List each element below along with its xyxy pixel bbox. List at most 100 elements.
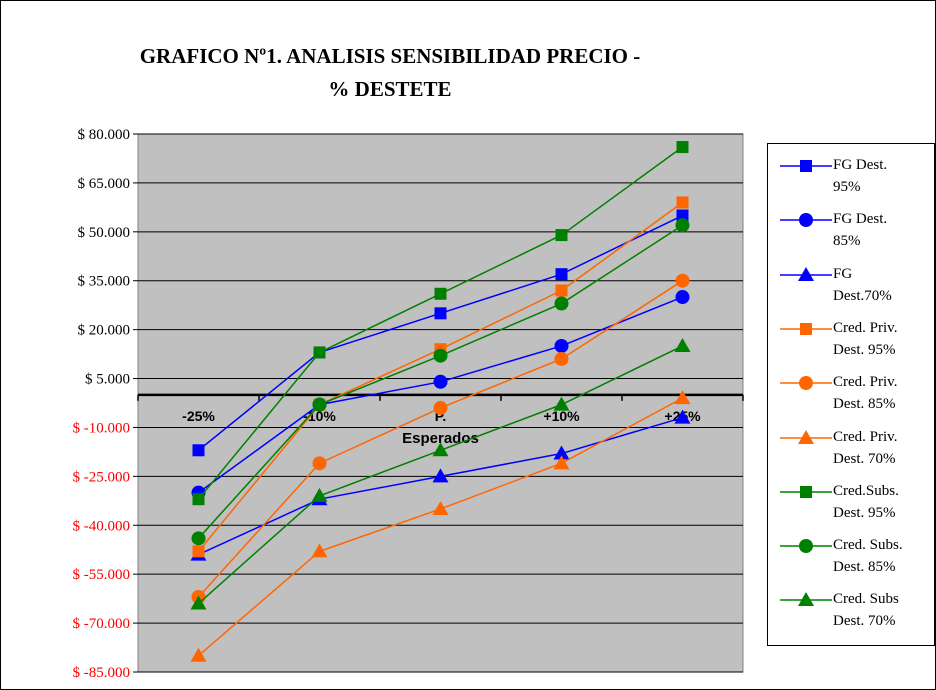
- y-tick-label: $ -25.000: [73, 469, 131, 485]
- series-7: [192, 141, 689, 506]
- series-9: [190, 337, 691, 610]
- data-point: [553, 396, 570, 411]
- data-point: [676, 141, 689, 154]
- legend: FG Dest. 95% FG Dest. 85% FG Dest.70% Cred. Pr…: [767, 143, 935, 646]
- data-point: [675, 273, 690, 288]
- legend-label-line: Dest. 70%: [833, 450, 896, 467]
- y-tick-label: $ 20.000: [78, 323, 131, 339]
- data-point: [433, 374, 448, 389]
- legend-label-line: FG Dest.: [833, 211, 888, 228]
- x-tick-label: +10%: [543, 408, 580, 424]
- y-tick-label: $ 35.000: [78, 274, 131, 290]
- data-point: [675, 218, 690, 233]
- legend-marker: [798, 592, 814, 607]
- x-tick-label: -10%: [303, 408, 336, 424]
- legend-swatch: [780, 376, 832, 391]
- legend-label-line: Cred. Subs: [833, 591, 899, 608]
- y-tick-label: $ 80.000: [78, 127, 131, 143]
- y-tick-label: $ 5.000: [85, 372, 130, 388]
- legend-swatch: [780, 322, 832, 335]
- x-tick-label: -25%: [182, 408, 215, 424]
- data-point: [554, 296, 569, 311]
- legend-item: Cred. Priv. Dest. 95%: [768, 317, 936, 369]
- data-point: [192, 444, 205, 457]
- data-point: [433, 348, 448, 363]
- data-point: [312, 397, 327, 412]
- legend-label-line: Cred. Priv.: [833, 319, 898, 336]
- legend-item: Cred. Subs Dest. 70%: [768, 588, 936, 640]
- data-point: [190, 647, 207, 662]
- legend-label-line: Dest. 85%: [833, 559, 896, 576]
- y-tick-label: $ -85.000: [73, 665, 131, 681]
- legend-item: Cred. Priv. Dest. 70%: [768, 426, 936, 478]
- data-point: [191, 531, 206, 546]
- legend-item: Cred.Subs. Dest. 95%: [768, 480, 936, 532]
- data-point: [432, 442, 449, 457]
- data-point: [192, 545, 205, 558]
- legend-label-line: 95%: [833, 179, 861, 195]
- legend-marker: [800, 322, 812, 335]
- legend-label: Cred. Subs. Dest. 85%: [833, 534, 936, 578]
- legend-item: FG Dest. 85%: [768, 208, 936, 260]
- data-point: [676, 209, 689, 222]
- legend-swatch: [780, 213, 832, 228]
- legend-label-line: Dest. 85%: [833, 396, 896, 413]
- legend-marker: [799, 376, 813, 391]
- data-point: [433, 400, 448, 415]
- legend-marker: [800, 485, 812, 498]
- data-point: [553, 455, 570, 470]
- legend-marker: [799, 539, 813, 554]
- legend-swatch: [780, 160, 832, 172]
- legend-swatch: [780, 485, 832, 498]
- legend-label-line: Cred. Priv.: [833, 374, 898, 391]
- legend-marker: [798, 266, 814, 281]
- legend-marker: [799, 213, 813, 228]
- series-8: [191, 218, 690, 546]
- data-point: [434, 287, 447, 300]
- data-point: [313, 346, 326, 359]
- data-point: [190, 595, 207, 610]
- x-tick-label: P.: [435, 408, 446, 424]
- data-point: [675, 290, 690, 305]
- legend-label-line: FG Dest.: [833, 157, 888, 173]
- legend-label-line: Cred. Priv.: [833, 428, 898, 445]
- data-point: [192, 493, 205, 506]
- y-tick-label: $ -55.000: [73, 567, 131, 583]
- data-point: [676, 196, 689, 209]
- legend-label: Cred. Subs Dest. 70%: [833, 588, 936, 632]
- legend-label-line: FG: [833, 265, 853, 282]
- data-point: [674, 409, 691, 424]
- legend-item: FG Dest.70%: [768, 263, 936, 315]
- data-point: [311, 487, 328, 502]
- data-point: [432, 468, 449, 483]
- data-point: [555, 284, 568, 297]
- legend-swatch: [780, 266, 832, 281]
- legend-label: Cred.Subs. Dest. 95%: [833, 480, 936, 524]
- data-point: [674, 390, 691, 405]
- data-point: [555, 268, 568, 281]
- legend-item: Cred. Priv. Dest. 85%: [768, 371, 936, 423]
- y-tick-label: $ -40.000: [73, 518, 131, 534]
- legend-label-line: 85%: [833, 233, 861, 250]
- legend-label-line: Dest. 95%: [833, 504, 896, 521]
- legend-label-line: Cred.Subs.: [833, 482, 899, 499]
- y-tick-label: $ -10.000: [73, 420, 131, 436]
- legend-label-line: Cred. Subs.: [833, 537, 903, 554]
- legend-marker: [798, 429, 814, 444]
- y-tick-label: $ -70.000: [73, 616, 131, 632]
- legend-label: Cred. Priv. Dest. 95%: [833, 317, 936, 361]
- data-point: [312, 456, 327, 471]
- legend-label: FG Dest. 85%: [833, 208, 936, 252]
- data-point: [554, 338, 569, 353]
- data-point: [432, 500, 449, 515]
- legend-swatch: [780, 429, 832, 444]
- series-6: [190, 390, 691, 662]
- data-point: [674, 337, 691, 352]
- data-point: [554, 351, 569, 366]
- y-tick-label: $ 65.000: [78, 176, 131, 192]
- legend-label: FG Dest.70%: [833, 263, 936, 307]
- legend-marker: [800, 160, 812, 172]
- legend-label-line: Dest. 95%: [833, 341, 896, 358]
- y-tick-label: $ 50.000: [78, 225, 131, 241]
